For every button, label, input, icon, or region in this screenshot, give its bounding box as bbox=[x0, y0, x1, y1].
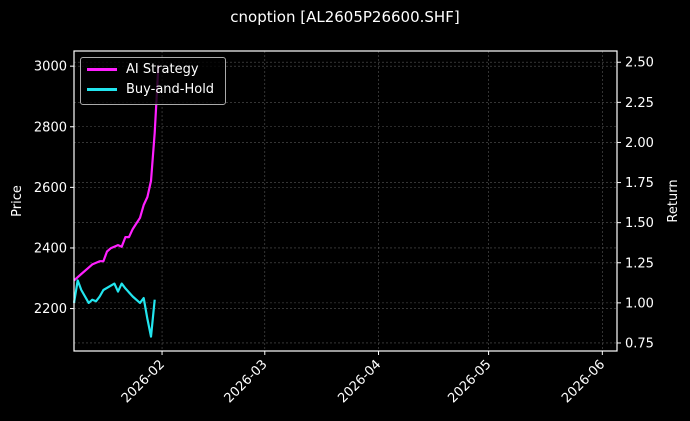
legend-label-buy-and-hold: Buy-and-Hold bbox=[126, 82, 215, 97]
y-right-tick-label: 0.75 bbox=[625, 336, 654, 351]
y-left-tick-label: 2800 bbox=[34, 120, 67, 135]
y-right-tick-label: 2.25 bbox=[625, 96, 654, 111]
chart-title: cnoption [AL2605P26600.SHF] bbox=[230, 8, 460, 26]
y-right-tick-label: 1.00 bbox=[625, 296, 654, 311]
x-tick-label: 2026-03 bbox=[222, 357, 271, 406]
y-left-tick-label: 3000 bbox=[34, 60, 67, 75]
x-tick-label: 2026-06 bbox=[559, 357, 608, 406]
series-line bbox=[72, 279, 156, 338]
y-right-tick-label: 2.00 bbox=[625, 136, 654, 151]
legend-item-buy-and-hold: Buy-and-Hold bbox=[87, 82, 214, 97]
y-left-axis-label: Price bbox=[10, 185, 25, 217]
x-tick-label: 2026-04 bbox=[335, 357, 384, 406]
x-tick-label: 2026-05 bbox=[445, 357, 494, 406]
y-right-tick-label: 1.25 bbox=[625, 256, 654, 271]
legend-label-ai-strategy: AI Strategy bbox=[126, 62, 199, 77]
y-left-tick-label: 2600 bbox=[34, 181, 67, 196]
y-right-tick-label: 2.50 bbox=[625, 56, 654, 71]
y-left-tick-label: 2400 bbox=[34, 241, 67, 256]
legend-swatch-buy-and-hold bbox=[87, 88, 117, 91]
legend-item-ai-strategy: AI Strategy bbox=[87, 62, 199, 77]
y-right-axis-label: Return bbox=[666, 179, 681, 222]
y-right-tick-label: 1.50 bbox=[625, 216, 654, 231]
plot-frame bbox=[73, 50, 618, 352]
x-tick-label: 2026-02 bbox=[119, 357, 168, 406]
series-line bbox=[73, 65, 160, 282]
y-left-tick-label: 2200 bbox=[34, 302, 67, 317]
y-right-tick-label: 1.75 bbox=[625, 176, 654, 191]
legend-swatch-ai-strategy bbox=[87, 68, 117, 71]
chart-legend: AI Strategy Buy-and-Hold bbox=[80, 57, 226, 105]
